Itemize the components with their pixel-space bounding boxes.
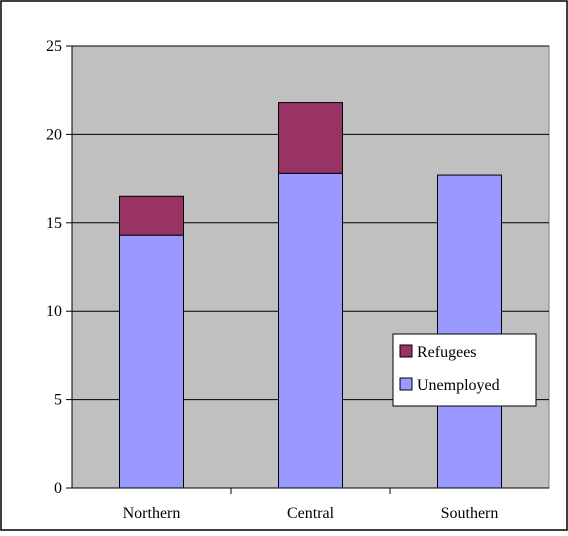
bars (119, 102, 502, 489)
legend-label-unemployed: Unemployed (417, 377, 500, 394)
legend-box (392, 333, 537, 407)
legend: Refugees Unemployed (392, 333, 537, 407)
x-tick-label: Southern (441, 505, 499, 522)
y-tick-label: 5 (54, 392, 62, 409)
x-tick-label: Northern (123, 505, 181, 522)
legend-label-refugees: Refugees (417, 344, 477, 361)
y-tick-label: 10 (46, 303, 62, 320)
y-tick-label: 15 (46, 215, 62, 232)
y-tick-label: 20 (46, 126, 62, 143)
legend-swatch-refugees (399, 344, 413, 358)
y-tick-label: 25 (46, 38, 62, 55)
bar-unemployed-southern (437, 174, 502, 489)
bar-unemployed-central (278, 172, 343, 489)
x-tick-label: Central (287, 505, 335, 522)
bar-refugees-central (278, 102, 343, 174)
bar-refugees-northern (119, 195, 184, 236)
axes: 0 5 10 15 20 25 Northern Central Southern (46, 38, 549, 522)
legend-swatch-unemployed (399, 377, 413, 391)
y-tick-label: 0 (54, 480, 62, 497)
bar-unemployed-northern (119, 234, 184, 489)
